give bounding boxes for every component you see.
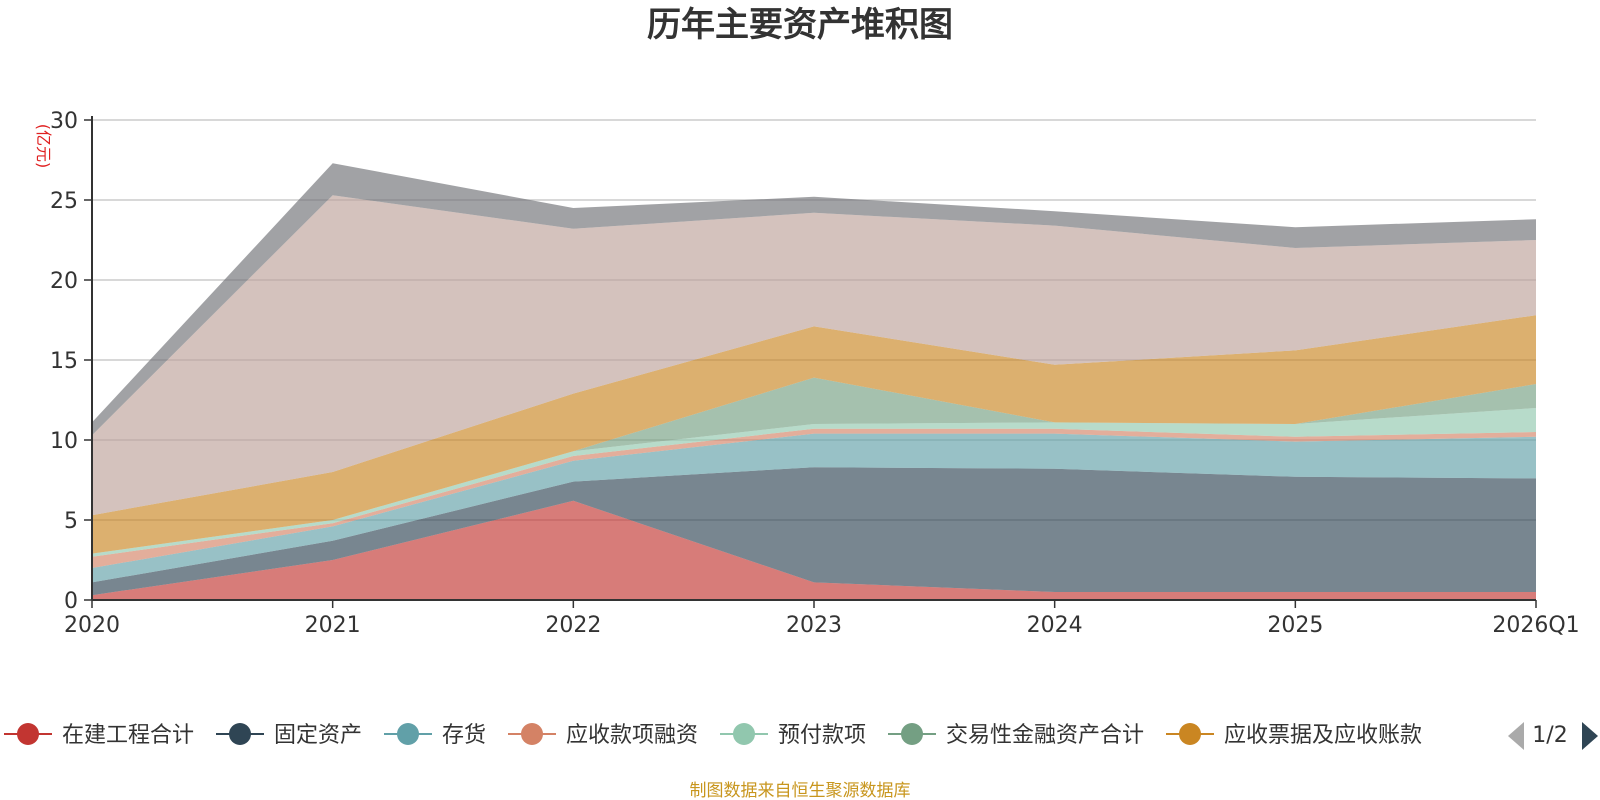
legend-item[interactable]: 应收票据及应收账款 [1166, 723, 1422, 748]
legend-marker-icon [229, 723, 251, 745]
legend-marker-icon [1179, 723, 1201, 745]
x-tick-label: 2021 [305, 613, 361, 638]
x-tick-label: 2025 [1267, 613, 1323, 638]
area-series-7[interactable] [92, 195, 1536, 516]
y-tick-label: 0 [64, 589, 78, 614]
legend: 在建工程合计 固定资产 存货 应收款项融资 预付款项 交易性金融资产合计 应收票据及应收账款 [4, 723, 1422, 748]
x-tick-label: 2023 [786, 613, 842, 638]
legend-label: 应收款项融资 [566, 723, 698, 748]
y-tick-label: 30 [50, 109, 78, 134]
legend-label: 交易性金融资产合计 [946, 723, 1144, 748]
legend-label: 预付款项 [778, 723, 866, 748]
legend-marker-icon [397, 723, 419, 745]
legend-label: 固定资产 [274, 723, 362, 748]
y-tick-label: 5 [64, 509, 78, 534]
area-series-6[interactable] [92, 315, 1536, 554]
legend-item[interactable]: 存货 [384, 723, 486, 748]
area-series-1[interactable] [92, 467, 1536, 596]
legend-page-indicator: 1/2 [1532, 723, 1567, 748]
y-tick-label: 25 [50, 189, 78, 214]
legend-item[interactable]: 交易性金融资产合计 [888, 723, 1144, 748]
x-tick-label: 2024 [1027, 613, 1083, 638]
legend-label: 应收票据及应收账款 [1224, 723, 1422, 748]
legend-item[interactable]: 预付款项 [720, 723, 866, 748]
area-series-2[interactable] [92, 433, 1536, 583]
legend-pager: 1/2 [1508, 722, 1598, 750]
legend-marker-icon [901, 723, 923, 745]
y-tick-label: 20 [50, 269, 78, 294]
legend-item[interactable]: 应收款项融资 [508, 723, 698, 748]
next-page-icon[interactable] [1582, 722, 1598, 750]
chart-title: 历年主要资产堆积图 [647, 5, 953, 45]
legend-marker-icon [521, 723, 543, 745]
source-note: 制图数据来自恒生聚源数据库 [690, 781, 911, 800]
x-tick-label: 2022 [545, 613, 601, 638]
legend-label: 存货 [442, 723, 486, 748]
area-series-4[interactable] [92, 408, 1536, 557]
x-tick-label: 2020 [64, 613, 120, 638]
y-axis-unit: (亿元) [34, 124, 53, 169]
legend-marker-icon [733, 723, 755, 745]
y-tick-label: 15 [50, 349, 78, 374]
legend-item[interactable]: 在建工程合计 [4, 723, 194, 748]
x-tick-label: 2026Q1 [1492, 613, 1579, 638]
area-series-8[interactable] [92, 163, 1536, 436]
legend-item[interactable]: 固定资产 [216, 723, 362, 748]
area-series [92, 163, 1536, 600]
legend-label: 在建工程合计 [62, 723, 194, 748]
y-tick-label: 10 [50, 429, 78, 454]
area-series-0[interactable] [92, 500, 1536, 600]
legend-marker-icon [17, 723, 39, 745]
prev-page-icon[interactable] [1508, 722, 1524, 750]
area-series-5[interactable] [92, 377, 1536, 554]
